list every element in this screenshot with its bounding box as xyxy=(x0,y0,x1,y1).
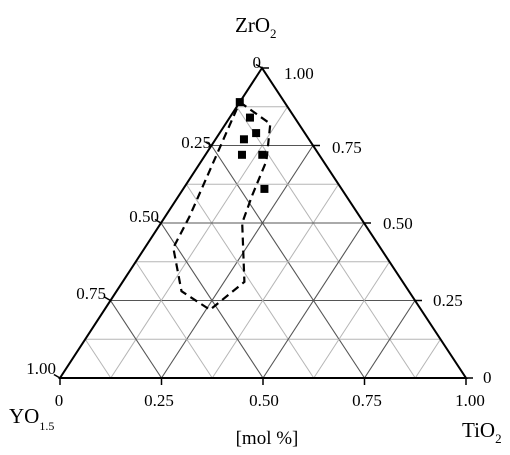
data-point xyxy=(239,135,248,144)
data-points xyxy=(235,98,269,193)
data-point xyxy=(245,113,254,122)
phase-region xyxy=(172,100,272,312)
region-boundary xyxy=(172,100,272,312)
right-tick-label: 0 xyxy=(483,368,492,387)
axis-caption: [mol %] xyxy=(236,428,299,449)
data-point xyxy=(252,129,261,138)
right-tick-label: 0.50 xyxy=(383,214,413,233)
bottom-tick-label: 0 xyxy=(55,391,64,410)
tick-mark xyxy=(53,373,61,379)
grid-line xyxy=(185,183,315,379)
vertex-label-top: ZrO2 xyxy=(235,13,277,41)
vertex-label-left: YO1.5 xyxy=(9,404,54,433)
data-point xyxy=(235,98,244,107)
tick-mark xyxy=(205,141,212,147)
grid-line xyxy=(110,106,288,379)
tick-mark xyxy=(154,218,162,224)
left-tick-label: 0.25 xyxy=(181,133,211,152)
bottom-tick-label: 0.25 xyxy=(144,391,174,410)
bottom-tick-label: 0.75 xyxy=(352,391,382,410)
grid-line xyxy=(84,338,112,379)
grid-line xyxy=(135,261,213,379)
grid-line xyxy=(110,300,162,379)
tick-mark xyxy=(104,296,111,302)
right-tick-label: 0.75 xyxy=(332,138,362,157)
data-point xyxy=(237,150,246,159)
grid-line xyxy=(364,300,416,379)
tick-mark xyxy=(255,63,263,69)
grid-line xyxy=(414,338,441,379)
right-tick-label: 0.25 xyxy=(433,291,463,310)
vertex-label-right: TiO2 xyxy=(462,418,502,446)
left-tick-label: 1.00 xyxy=(26,359,56,378)
left-tick-label: 0.75 xyxy=(76,284,106,303)
grid-line xyxy=(262,222,365,379)
data-point xyxy=(258,150,267,159)
bottom-tick-label: 1.00 xyxy=(455,391,485,410)
grid-layer xyxy=(84,106,441,379)
grid-line xyxy=(313,261,390,379)
bottom-tick-label: 0.50 xyxy=(249,391,279,410)
grid-line xyxy=(160,222,264,379)
left-tick-label: 0 xyxy=(253,53,262,72)
left-tick-label: 0.50 xyxy=(129,207,159,226)
data-point xyxy=(260,184,269,193)
right-tick-label: 1.00 xyxy=(284,64,314,83)
tick-marks xyxy=(53,63,473,385)
grid-line xyxy=(211,183,339,379)
grid-line xyxy=(236,106,416,379)
